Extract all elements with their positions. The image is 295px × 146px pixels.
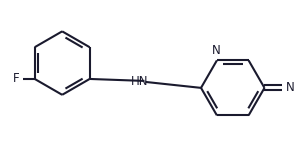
Text: F: F: [13, 72, 20, 85]
Text: N: N: [286, 81, 295, 94]
Text: N: N: [212, 44, 220, 57]
Text: HN: HN: [131, 75, 148, 88]
